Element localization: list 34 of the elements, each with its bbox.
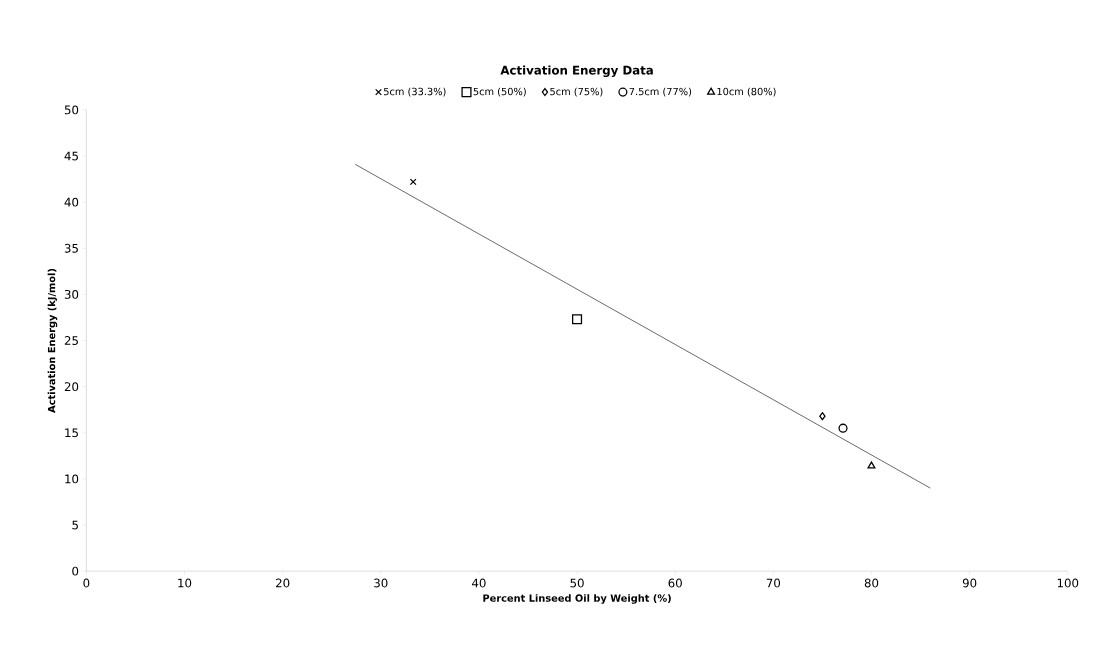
y-tick-label: 30 bbox=[64, 290, 79, 300]
x-tick-label: 60 bbox=[668, 578, 682, 588]
x-tick-label: 100 bbox=[1057, 578, 1079, 588]
y-tick-label: 20 bbox=[64, 382, 79, 392]
point bbox=[867, 461, 876, 469]
point bbox=[819, 412, 826, 421]
y-axis-title: Activation Energy (kJ/mol) bbox=[47, 269, 58, 414]
x-tick-label: 40 bbox=[471, 578, 486, 588]
legend-label: 5cm (75%) bbox=[550, 87, 603, 97]
y-tick-label: 45 bbox=[64, 151, 78, 161]
x-tick-label: 30 bbox=[374, 578, 388, 588]
x-tick-label: 50 bbox=[570, 578, 584, 588]
y-tick-label: 35 bbox=[64, 243, 78, 253]
y-tick-label: 5 bbox=[72, 520, 78, 530]
x-tick-label: 0 bbox=[83, 578, 90, 588]
x-axis-title: Percent Linseed Oil by Weight (%) bbox=[483, 594, 671, 604]
legend-label: 7.5cm (77%) bbox=[629, 87, 692, 97]
x-tick-label: 80 bbox=[864, 578, 879, 588]
y-tick-label: 0 bbox=[72, 566, 79, 576]
legend-label: 5cm (50%) bbox=[473, 87, 526, 97]
legend-label: 10cm (80%) bbox=[717, 87, 776, 97]
y-tick-label: 10 bbox=[65, 474, 79, 484]
y-tick-label: 50 bbox=[64, 105, 79, 115]
chart-title: Activation Energy Data bbox=[500, 65, 653, 78]
y-tick-label: 40 bbox=[64, 197, 79, 207]
x-tick-label: 20 bbox=[276, 578, 290, 588]
y-tick-label: 25 bbox=[64, 336, 78, 346]
point bbox=[572, 314, 583, 325]
y-tick-label: 15 bbox=[65, 428, 78, 438]
point bbox=[838, 423, 848, 433]
x-tick-label: 10 bbox=[178, 578, 192, 588]
x-tick-label: 90 bbox=[962, 578, 977, 588]
legend-label: 5cm (33.3%) bbox=[383, 87, 446, 97]
x-tick-label: 70 bbox=[766, 578, 781, 588]
